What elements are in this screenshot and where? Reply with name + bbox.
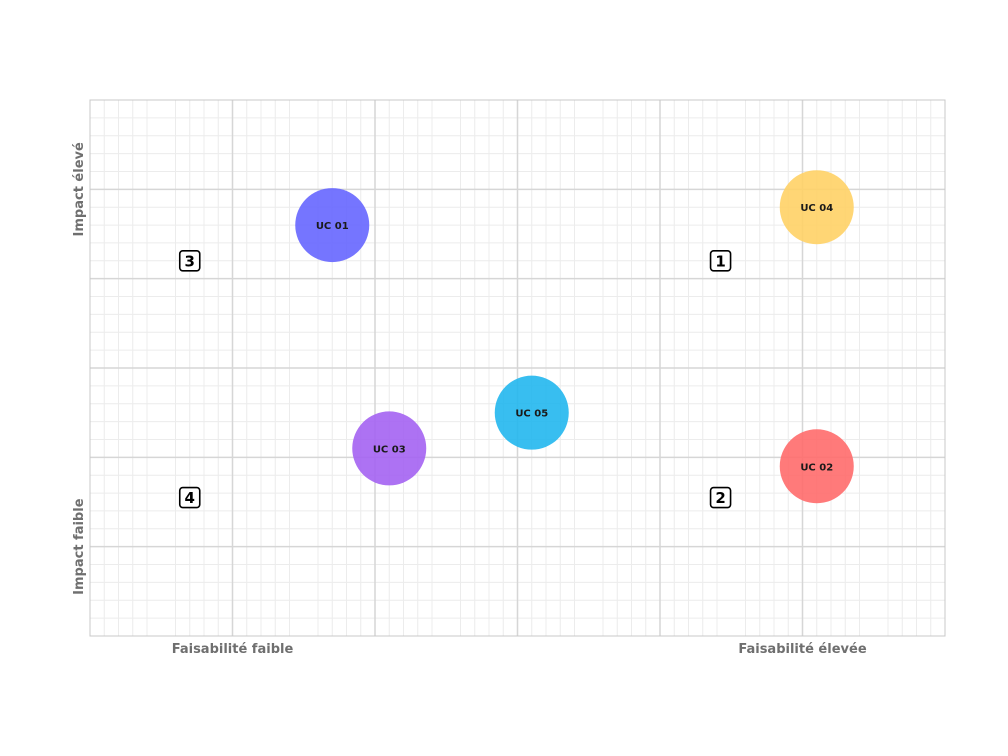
bubble-uc-04: UC 04 — [779, 170, 854, 245]
quadrant-marker-3: 3 — [178, 250, 201, 272]
bubble-circle — [779, 170, 854, 245]
y-tick-label: Impact faible — [72, 498, 87, 595]
x-tick-label: Faisabilité faible — [172, 642, 294, 657]
quadrant-marker-box — [178, 486, 201, 509]
quadrant-marker-label: 1 — [715, 252, 725, 270]
y-tick-labels: Impact élevé Impact faible — [72, 142, 87, 595]
bubbles: UC 01 UC 02 UC 03 UC 04 UC 05 — [295, 170, 854, 504]
bubble-label: UC 04 — [800, 203, 833, 214]
bubble-label: UC 05 — [515, 409, 548, 420]
quadrant-marker-label: 2 — [715, 489, 725, 507]
bubble-label: UC 03 — [373, 444, 406, 455]
bubble-circle — [352, 411, 427, 486]
quadrant-markers: 1 2 3 4 — [178, 250, 732, 509]
bubble-label: UC 01 — [316, 221, 349, 232]
x-tick-label: Faisabilité élevée — [738, 642, 866, 657]
bubble-uc-02: UC 02 — [779, 429, 854, 504]
quadrant-marker-box — [709, 250, 732, 272]
quadrant-marker-label: 3 — [185, 252, 195, 270]
quadrant-marker-2: 2 — [709, 486, 732, 509]
bubble-circle — [295, 188, 370, 263]
quadrant-marker-box — [178, 250, 201, 272]
y-tick-label: Impact élevé — [72, 142, 87, 236]
quadrant-marker-box — [709, 486, 732, 509]
quadrant-marker-label: 4 — [185, 489, 195, 507]
bubble-uc-05: UC 05 — [494, 375, 569, 450]
quadrant-marker-4: 4 — [178, 486, 201, 509]
bubble-circle — [494, 375, 569, 450]
bubble-circle — [779, 429, 854, 504]
quadrant-dividers — [90, 100, 945, 642]
bubble-uc-03: UC 03 — [352, 411, 427, 486]
bubble-uc-01: UC 01 — [295, 188, 370, 263]
bubble-label: UC 02 — [800, 462, 833, 473]
quadrant-marker-1: 1 — [709, 250, 732, 272]
x-tick-labels: Faisabilité faible Faisabilité élevée — [172, 642, 867, 657]
